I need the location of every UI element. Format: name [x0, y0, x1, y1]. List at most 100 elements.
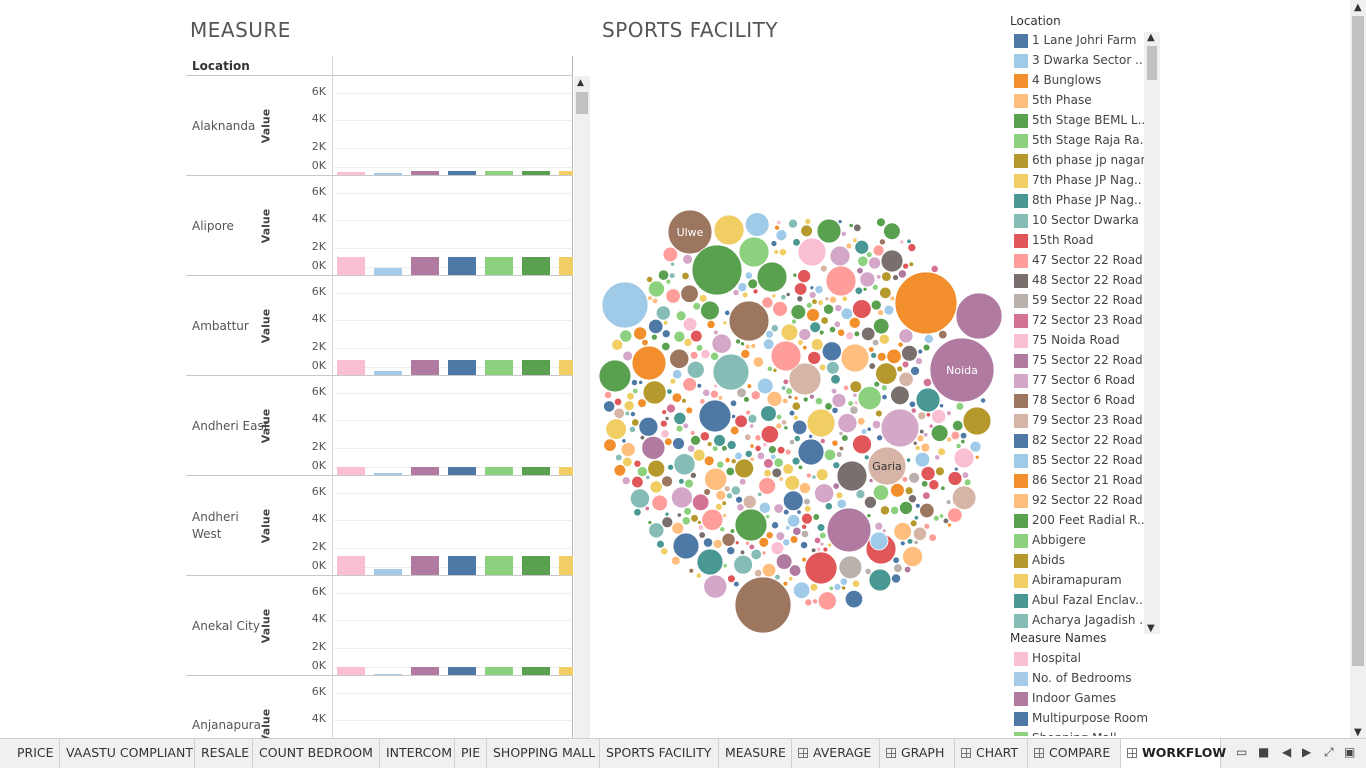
facility-bubble[interactable] — [712, 538, 723, 549]
facility-bubble[interactable] — [673, 453, 696, 476]
legend-item[interactable]: 82 Sector 22 Road — [1014, 432, 1144, 452]
facility-bubble[interactable] — [816, 218, 842, 244]
measure-bar[interactable] — [448, 666, 476, 676]
facility-bubble[interactable] — [659, 419, 668, 428]
measure-bar[interactable] — [337, 360, 365, 376]
facility-bubble[interactable] — [807, 350, 822, 365]
facility-bubble[interactable] — [950, 430, 961, 441]
scroll-thumb[interactable] — [576, 92, 588, 114]
facility-bubble[interactable] — [886, 348, 902, 365]
legend-item[interactable]: Acharya Jagadish .. — [1014, 612, 1144, 632]
facility-bubble[interactable] — [780, 385, 787, 391]
facility-bubble[interactable] — [756, 451, 766, 461]
facility-bubble[interactable] — [613, 464, 627, 477]
facility-bubble[interactable] — [692, 448, 706, 462]
facility-bubble[interactable] — [819, 264, 828, 273]
measure-bar[interactable] — [485, 467, 513, 476]
location-legend-list[interactable]: 1 Lane Johri Farm 3 Dwarka Sector .. 4 Bun… — [1006, 32, 1144, 634]
facility-bubble[interactable] — [920, 466, 936, 481]
facility-bubble[interactable] — [775, 229, 788, 242]
facility-bubble[interactable] — [621, 476, 631, 486]
facility-bubble[interactable] — [675, 310, 687, 322]
facility-bubble[interactable] — [721, 500, 727, 507]
facility-bubble[interactable] — [729, 425, 740, 436]
facility-bubble[interactable] — [931, 408, 947, 425]
measure-bar[interactable] — [374, 268, 402, 276]
facility-bubble[interactable] — [844, 589, 864, 609]
facility-bubble[interactable] — [689, 350, 699, 360]
tab-sports-facility[interactable]: SPORTS FACILITY — [600, 739, 719, 768]
facility-bubble[interactable] — [756, 261, 788, 293]
measure-bar[interactable] — [448, 360, 476, 376]
facility-bubble[interactable] — [734, 508, 768, 542]
facility-bubble[interactable] — [812, 513, 821, 521]
facility-bubble[interactable] — [955, 442, 962, 450]
facility-bubble[interactable] — [726, 546, 736, 556]
facility-bubble[interactable] — [642, 380, 667, 405]
facility-bubble[interactable] — [782, 378, 790, 386]
facility-bubble[interactable] — [806, 408, 836, 438]
scroll-down-icon[interactable]: ▼ — [1354, 727, 1362, 738]
facility-bubble[interactable] — [706, 441, 713, 447]
legend-item[interactable]: 86 Sector 21 Road — [1014, 472, 1144, 492]
facility-bubble[interactable] — [788, 576, 794, 582]
facility-bubble[interactable] — [841, 434, 849, 442]
facility-bubble[interactable] — [904, 486, 914, 496]
facility-bubble[interactable] — [737, 282, 748, 293]
facility-bubble[interactable] — [739, 549, 746, 556]
measure-scrollbar[interactable]: ▲ — [574, 76, 590, 738]
facility-bubble[interactable] — [738, 477, 747, 486]
facility-bubble[interactable] — [806, 308, 820, 322]
facility-bubble[interactable] — [713, 214, 745, 246]
facility-bubble[interactable] — [897, 269, 907, 279]
facility-bubble[interactable] — [633, 508, 642, 517]
facility-bubble[interactable] — [633, 326, 648, 341]
facility-bubble[interactable] — [788, 218, 798, 229]
facility-bubble[interactable] — [889, 295, 896, 302]
facility-bubble[interactable] — [641, 435, 666, 460]
facility-bubble[interactable] — [834, 304, 843, 313]
facility-bubble[interactable] — [878, 238, 886, 246]
scroll-up-icon[interactable]: ▲ — [577, 78, 584, 88]
facility-bubble[interactable] — [860, 326, 876, 342]
facility-bubble[interactable] — [831, 439, 839, 447]
facility-bubble[interactable] — [711, 333, 732, 354]
facility-bubble[interactable] — [868, 568, 892, 592]
facility-bubble[interactable] — [792, 414, 799, 421]
facility-bubble[interactable] — [817, 299, 824, 307]
facility-bubble[interactable] — [827, 542, 833, 548]
facility-bubble[interactable] — [801, 556, 807, 563]
legend-item[interactable]: 10 Sector Dwarka — [1014, 212, 1144, 232]
facility-bubble[interactable] — [661, 329, 671, 339]
facility-bubble[interactable] — [796, 509, 802, 515]
facility-bubble[interactable] — [661, 341, 671, 352]
facility-bubble[interactable] — [749, 443, 755, 449]
measure-bar[interactable] — [374, 568, 402, 576]
facility-bubble[interactable] — [835, 451, 843, 458]
facility-bubble[interactable] — [672, 437, 685, 450]
facility-bubble[interactable] — [959, 431, 968, 440]
facility-bubble[interactable] — [765, 330, 774, 339]
legend-item[interactable]: 47 Sector 22 Road — [1014, 252, 1144, 272]
facility-bubble[interactable] — [662, 246, 679, 263]
facility-bubble[interactable] — [847, 400, 854, 407]
facility-bubble[interactable] — [808, 290, 817, 299]
facility-bubble[interactable] — [603, 438, 617, 452]
facility-bubble[interactable] — [715, 502, 723, 511]
facility-bubble[interactable] — [974, 454, 980, 460]
facility-bubble[interactable] — [929, 337, 995, 403]
facility-bubble[interactable] — [735, 495, 743, 504]
facility-bubble[interactable] — [660, 547, 669, 556]
facility-bubble[interactable] — [669, 377, 677, 385]
facility-bubble[interactable] — [788, 409, 796, 417]
facility-bubble[interactable] — [683, 507, 692, 516]
measure-bar[interactable] — [485, 666, 513, 676]
facility-bubble[interactable] — [644, 505, 650, 512]
tab-resale[interactable]: RESALE — [195, 739, 253, 768]
facility-bubble[interactable] — [837, 219, 843, 225]
facility-bubble[interactable] — [780, 419, 788, 426]
facility-bubble[interactable] — [840, 307, 854, 320]
facility-bubble[interactable] — [783, 425, 789, 431]
facility-bubble[interactable] — [919, 502, 935, 519]
fullscreen-icon[interactable]: ⤢ — [1324, 745, 1334, 759]
